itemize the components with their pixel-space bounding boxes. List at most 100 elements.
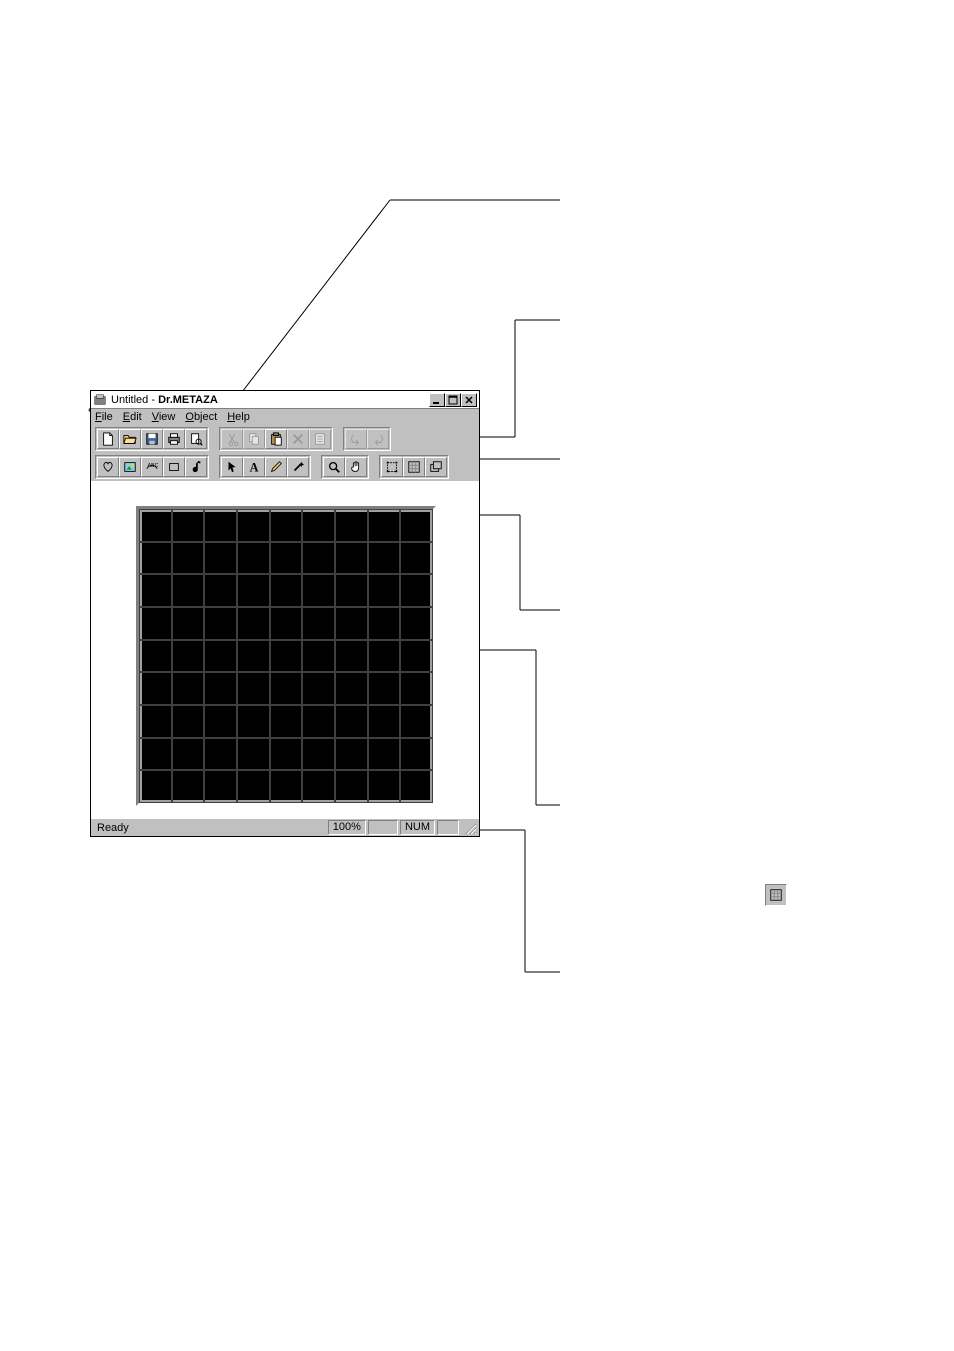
redo-button[interactable] <box>367 429 389 449</box>
note-tool[interactable] <box>185 457 207 477</box>
app-icon <box>93 393 107 407</box>
grid-cell <box>368 607 401 640</box>
preview-button[interactable] <box>185 429 207 449</box>
grid-cell <box>302 705 335 738</box>
grid-cell <box>204 770 237 803</box>
grid-cell <box>172 738 205 771</box>
grid-cell <box>237 738 270 771</box>
grid-cell <box>139 770 172 803</box>
zoom-tool[interactable] <box>323 457 345 477</box>
menu-file[interactable]: File <box>95 411 113 423</box>
grid-cell <box>335 640 368 673</box>
close-button[interactable] <box>461 393 477 407</box>
grid-cell <box>237 607 270 640</box>
grid-cell <box>172 640 205 673</box>
work-canvas[interactable] <box>136 506 436 806</box>
open-button[interactable] <box>119 429 141 449</box>
text-path-tool[interactable]: ABC <box>141 457 163 477</box>
grid-cell <box>335 509 368 542</box>
grid-cell <box>139 509 172 542</box>
client-area <box>91 481 479 818</box>
copy-button[interactable] <box>243 429 265 449</box>
grid-cell <box>400 640 433 673</box>
grid-cell <box>368 574 401 607</box>
resize-grip[interactable] <box>461 820 477 835</box>
grid-cell <box>368 509 401 542</box>
paste-button[interactable] <box>265 429 287 449</box>
statusbar: Ready 100% NUM <box>91 818 479 836</box>
grid-cell <box>172 672 205 705</box>
grid-cell <box>204 607 237 640</box>
layers-tool[interactable] <box>425 457 447 477</box>
grid-cell <box>400 672 433 705</box>
titlebar-text: Untitled - Dr.METAZA <box>111 394 218 406</box>
delete-button[interactable] <box>287 429 309 449</box>
grid-cell <box>139 607 172 640</box>
maximize-button[interactable] <box>445 393 461 407</box>
toolbar-standard <box>91 425 479 453</box>
menu-help[interactable]: Help <box>227 411 250 423</box>
print-button[interactable] <box>163 429 185 449</box>
grid-cell <box>270 607 303 640</box>
image-tool[interactable] <box>119 457 141 477</box>
toolbar-tools: ABC A <box>91 453 479 481</box>
minimize-button[interactable] <box>429 393 445 407</box>
properties-button[interactable] <box>309 429 331 449</box>
grid-cell <box>400 574 433 607</box>
grid-cell <box>237 574 270 607</box>
grid-cell <box>139 738 172 771</box>
grid-cell <box>302 607 335 640</box>
grid-cell <box>172 607 205 640</box>
text-tool[interactable]: A <box>243 457 265 477</box>
grid-cell <box>302 738 335 771</box>
grid-cell <box>172 705 205 738</box>
hand-tool[interactable] <box>345 457 367 477</box>
status-ready: Ready <box>93 822 326 834</box>
menu-edit[interactable]: Edit <box>123 411 142 423</box>
svg-text:A: A <box>250 460 259 474</box>
grid-cell <box>270 705 303 738</box>
grid-cell <box>172 574 205 607</box>
grid-cell <box>302 672 335 705</box>
crop-tool[interactable] <box>381 457 403 477</box>
grid-cell <box>237 705 270 738</box>
cut-button[interactable] <box>221 429 243 449</box>
grid-cell <box>335 574 368 607</box>
new-button[interactable] <box>97 429 119 449</box>
wand-tool[interactable] <box>287 457 309 477</box>
status-zoom: 100% <box>328 820 366 835</box>
grid-cell <box>204 542 237 575</box>
menu-object[interactable]: Object <box>185 411 217 423</box>
grid-cell <box>368 672 401 705</box>
grid-cell <box>237 542 270 575</box>
grid-cell <box>368 705 401 738</box>
grid-cell <box>270 509 303 542</box>
undo-button[interactable] <box>345 429 367 449</box>
grid-cell <box>270 672 303 705</box>
grid-cell <box>335 705 368 738</box>
save-button[interactable] <box>141 429 163 449</box>
grid-icon <box>765 884 787 906</box>
grid-cell <box>335 607 368 640</box>
grid-cell <box>302 509 335 542</box>
status-blank1 <box>368 820 398 835</box>
rect-tool[interactable] <box>163 457 185 477</box>
grid-cell <box>204 509 237 542</box>
heart-tool[interactable] <box>97 457 119 477</box>
svg-text:ABC: ABC <box>148 463 159 469</box>
grid-cell <box>368 542 401 575</box>
titlebar: Untitled - Dr.METAZA <box>91 391 479 409</box>
grid-cell <box>400 542 433 575</box>
canvas-grid <box>139 509 433 803</box>
menubar: File Edit View Object Help <box>91 409 479 425</box>
pen-tool[interactable] <box>265 457 287 477</box>
menu-view[interactable]: View <box>152 411 176 423</box>
grid-tool[interactable] <box>403 457 425 477</box>
grid-cell <box>400 607 433 640</box>
grid-cell <box>237 672 270 705</box>
grid-cell <box>400 705 433 738</box>
pointer-tool[interactable] <box>221 457 243 477</box>
grid-cell <box>368 770 401 803</box>
grid-cell <box>302 640 335 673</box>
grid-cell <box>237 509 270 542</box>
